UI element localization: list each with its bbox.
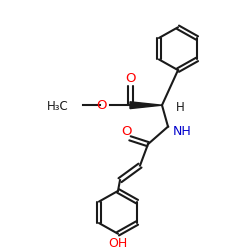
Text: H₃C: H₃C xyxy=(47,100,69,113)
Text: H: H xyxy=(176,101,185,114)
Text: O: O xyxy=(126,72,136,86)
Text: O: O xyxy=(122,125,132,138)
Text: OH: OH xyxy=(108,237,128,250)
Text: O: O xyxy=(96,99,107,112)
Text: NH: NH xyxy=(173,125,192,138)
Polygon shape xyxy=(130,102,162,108)
